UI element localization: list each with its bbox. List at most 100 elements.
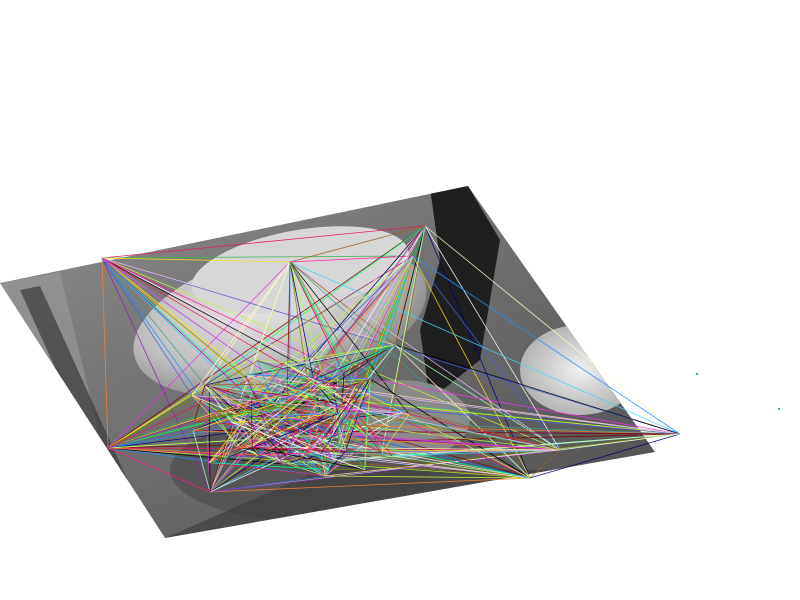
match-line <box>284 362 343 405</box>
match-line <box>194 406 283 422</box>
match-line <box>288 415 330 470</box>
match-line <box>192 430 211 493</box>
match-line <box>107 360 258 449</box>
match-line <box>289 255 414 263</box>
match-line <box>234 362 286 418</box>
match-line <box>252 446 365 471</box>
match-line <box>245 360 337 376</box>
match-line <box>272 415 561 451</box>
match-line <box>281 369 320 408</box>
match-line <box>412 255 561 451</box>
match-line <box>235 383 316 447</box>
match-line <box>317 385 334 405</box>
match-line <box>107 447 326 477</box>
match-line <box>297 255 414 466</box>
match-line <box>235 371 345 447</box>
match-line <box>337 378 371 456</box>
match-line <box>101 257 291 263</box>
match-line <box>319 378 371 455</box>
match-line <box>529 449 561 479</box>
match-line <box>284 362 390 428</box>
match-line <box>208 462 330 470</box>
match-line <box>289 261 561 451</box>
match-line <box>394 344 681 435</box>
match-line <box>101 257 283 385</box>
match-line <box>101 257 206 386</box>
match-line <box>251 400 253 448</box>
match-line <box>192 403 275 431</box>
match-line <box>257 360 345 389</box>
match-line <box>317 385 366 470</box>
match-line <box>209 449 561 493</box>
match-line <box>289 261 326 438</box>
match-line <box>289 225 426 263</box>
match-line <box>345 450 531 479</box>
match-line <box>332 403 561 451</box>
match-line <box>101 257 320 371</box>
match-line <box>257 415 290 455</box>
match-line <box>335 391 561 451</box>
match-line <box>191 391 337 396</box>
match-line <box>208 360 337 464</box>
match-line <box>258 452 308 456</box>
match-line <box>194 383 316 422</box>
match-line <box>101 257 396 346</box>
match-line <box>343 378 371 389</box>
match-line <box>324 380 365 438</box>
match-line <box>234 416 330 470</box>
match-line <box>324 449 561 477</box>
match-line <box>209 386 346 452</box>
match-line <box>245 362 286 419</box>
match-line <box>324 436 335 462</box>
match-line <box>209 446 253 493</box>
match-line <box>319 369 681 435</box>
match-line <box>424 225 681 435</box>
match-line <box>101 225 426 259</box>
match-line <box>191 395 242 449</box>
match-line <box>273 371 345 405</box>
match-line <box>315 435 335 462</box>
match-line <box>281 383 368 436</box>
match-line <box>394 225 426 346</box>
match-line <box>107 447 283 465</box>
match-line <box>107 344 396 449</box>
match-line <box>101 257 281 408</box>
match-line <box>529 433 681 479</box>
stray-match-point <box>695 372 699 376</box>
match-line <box>251 385 318 448</box>
match-line <box>245 374 338 415</box>
match-line <box>204 225 426 386</box>
match-line <box>209 416 235 493</box>
match-line <box>341 403 368 436</box>
match-line <box>101 257 193 396</box>
match-line <box>245 255 414 419</box>
match-line <box>101 257 274 416</box>
match-line <box>332 403 347 451</box>
match-line <box>107 225 426 449</box>
match-line <box>204 383 282 386</box>
match-line <box>289 261 681 435</box>
match-line <box>191 395 410 415</box>
match-line <box>191 395 283 465</box>
match-line <box>107 362 285 449</box>
match-line <box>369 255 414 394</box>
stray-match-point <box>777 407 781 411</box>
match-line <box>337 374 341 455</box>
match-line <box>324 475 531 479</box>
match-line <box>260 383 316 436</box>
match-line <box>204 384 326 477</box>
match-line <box>319 225 426 371</box>
match-line <box>245 374 283 465</box>
match-line <box>107 255 414 449</box>
match-line <box>208 462 326 477</box>
match-line <box>257 360 285 363</box>
match-line <box>388 225 426 428</box>
match-line <box>231 422 393 457</box>
match-line <box>331 413 339 436</box>
match-line <box>332 384 357 405</box>
match-line <box>257 360 368 436</box>
match-line <box>281 378 371 385</box>
match-line <box>289 261 371 395</box>
match-line <box>394 344 531 479</box>
match-line <box>424 225 531 479</box>
